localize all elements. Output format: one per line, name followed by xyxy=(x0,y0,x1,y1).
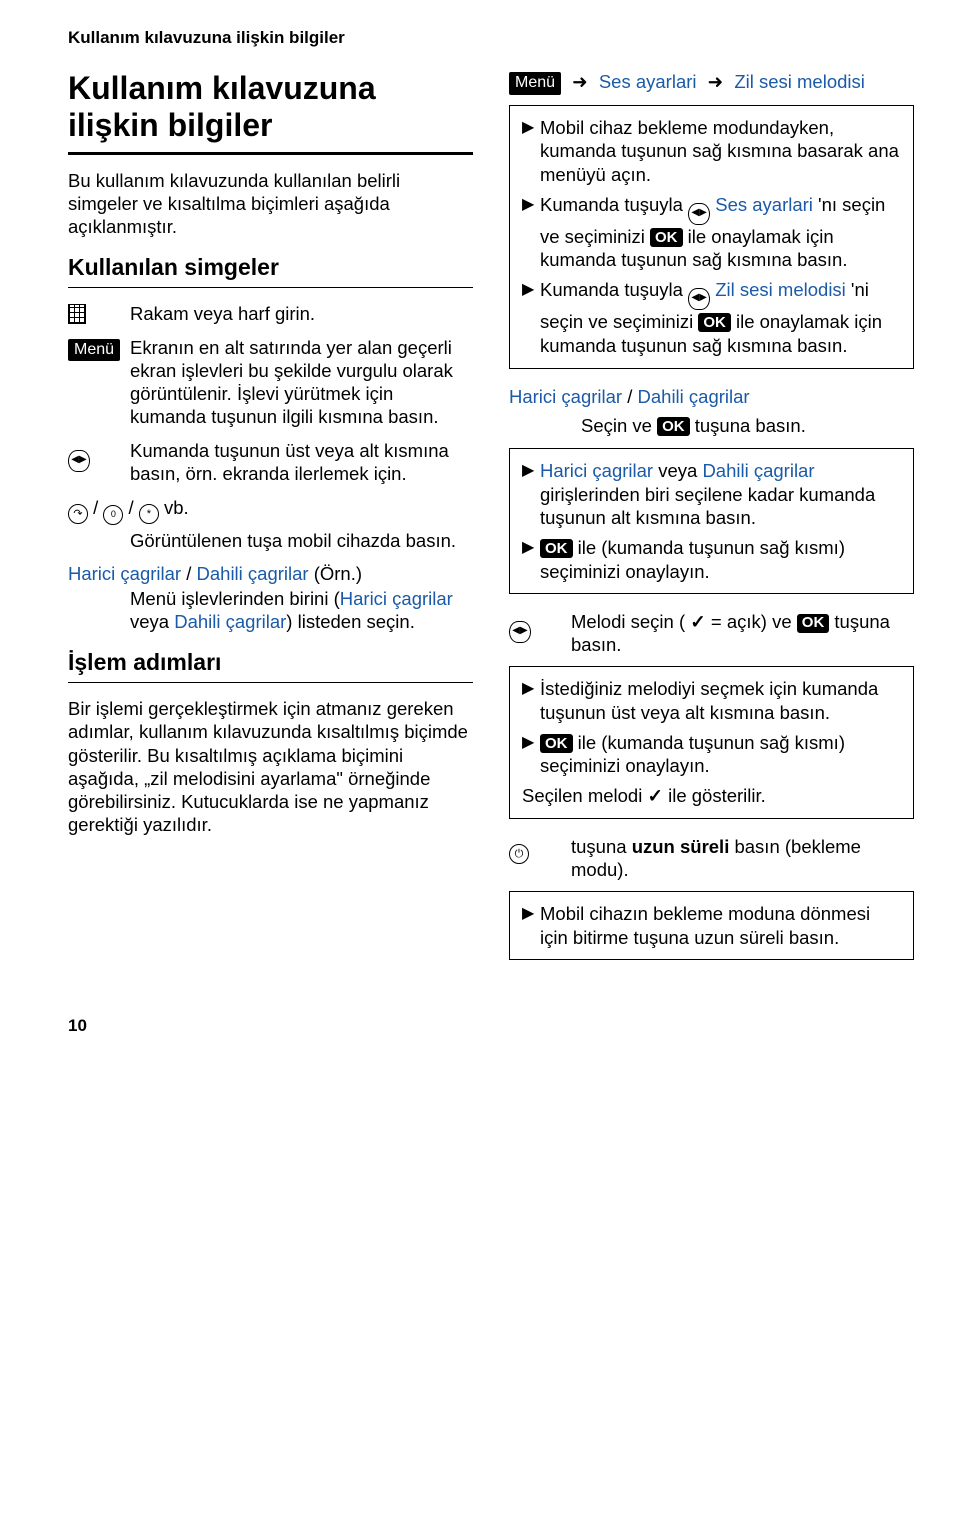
def-text: Kumanda tuşunun üst veya alt kısmına bas… xyxy=(130,439,473,485)
blue-term: Harici çagrilar xyxy=(68,563,181,584)
def-text: Görüntülenen tuşa mobil cihazda basın. xyxy=(130,529,473,552)
instruction-box: ▶ İstediğiniz melodiyi seçmek için kuman… xyxy=(509,666,914,818)
check-icon: ✓ xyxy=(690,611,706,632)
bullet-icon: ▶ xyxy=(522,278,540,300)
def-text: Rakam veya harf girin. xyxy=(130,302,473,325)
bullet-icon: ▶ xyxy=(522,193,540,215)
bullet-icon: ▶ xyxy=(522,536,540,558)
box-text: Kumanda tuşuyla ◀▶ Zil sesi melodisi 'ni… xyxy=(540,278,901,357)
keys-icons: ↷ / 0 / * vb. xyxy=(68,495,197,525)
arrow-icon: ➜ xyxy=(572,70,588,94)
def-row: Menü işlevlerinden birini (Harici çagril… xyxy=(68,587,473,633)
two-column-layout: Kullanım kılavuzuna ilişkin bilgiler Bu … xyxy=(68,70,914,976)
navkey-icon: ◀▶ xyxy=(509,610,571,643)
box-text: Harici çagrilar veya Dahili çagrilar gir… xyxy=(540,459,901,530)
menu-tag-icon: Menü xyxy=(68,336,130,361)
nav-segment: Ses ayarlari xyxy=(599,71,697,92)
def-row: Görüntülenen tuşa mobil cihazda basın. xyxy=(68,529,473,552)
navkey-icon: ◀▶ xyxy=(68,439,130,472)
numpad-icon xyxy=(68,302,130,326)
nav-segment: Zil sesi melodisi xyxy=(734,71,865,92)
nav-path: Menü ➜ Ses ayarlari ➜ Zil sesi melodisi xyxy=(509,70,914,95)
box-text: Kumanda tuşuyla ◀▶ Ses ayarlari 'nı seçi… xyxy=(540,193,901,272)
menu-tag: Menü xyxy=(509,72,561,95)
info-line-indent: Seçin ve OK tuşuna basın. xyxy=(581,414,914,438)
box-text: İstediğiniz melodiyi seçmek için kumanda… xyxy=(540,677,901,724)
ok-tag: OK xyxy=(540,734,573,753)
check-icon: ✓ xyxy=(647,785,663,806)
navkey-icon: ◀▶ xyxy=(688,288,710,310)
bullet-icon: ▶ xyxy=(522,677,540,699)
bullet-icon: ▶ xyxy=(522,731,540,753)
sub-rule xyxy=(68,682,473,683)
ok-tag: OK xyxy=(650,228,683,247)
def-row: ↷ / 0 / * vb. xyxy=(68,495,473,525)
info-line: Harici çagrilar / Dahili çagrilar xyxy=(509,385,914,409)
box-item: ▶ Harici çagrilar veya Dahili çagrilar g… xyxy=(522,459,901,530)
spacer-icon xyxy=(68,587,130,588)
left-column: Kullanım kılavuzuna ilişkin bilgiler Bu … xyxy=(68,70,473,976)
def-row-example: Harici çagrilar / Dahili çagrilar (Örn.) xyxy=(68,562,473,585)
bullet-icon: ▶ xyxy=(522,116,540,138)
def-text: Menü işlevlerinden birini (Harici çagril… xyxy=(130,587,473,633)
box-tail: Seçilen melodi ✓ ile gösterilir. xyxy=(522,784,901,808)
arrow-icon: ➜ xyxy=(708,70,724,94)
instruction-box: ▶ Mobil cihaz bekleme modundayken, kuman… xyxy=(509,105,914,369)
endkey-line: ⏻ tuşuna uzun süreli basın (bekleme modu… xyxy=(509,835,914,881)
page-header: Kullanım kılavuzuna ilişkin bilgiler xyxy=(68,28,914,48)
sub-rule xyxy=(68,287,473,288)
spacer-icon xyxy=(68,529,130,530)
box-item: ▶ Mobil cihazın bekleme moduna dönmesi i… xyxy=(522,902,901,949)
ok-tag: OK xyxy=(797,614,830,633)
def-row: Rakam veya harf girin. xyxy=(68,302,473,326)
symbols-heading: Kullanılan simgeler xyxy=(68,254,473,281)
bullet-icon: ▶ xyxy=(522,902,540,924)
main-heading: Kullanım kılavuzuna ilişkin bilgiler xyxy=(68,70,473,144)
def-row: ◀▶ Kumanda tuşunun üst veya alt kısmına … xyxy=(68,439,473,485)
def-text: tuşuna uzun süreli basın (bekleme modu). xyxy=(571,835,914,881)
right-column: Menü ➜ Ses ayarlari ➜ Zil sesi melodisi … xyxy=(509,70,914,976)
page-number: 10 xyxy=(68,1016,914,1036)
def-text: Melodi seçin ( ✓ = açık) ve OK tuşuna ba… xyxy=(571,610,914,656)
box-item: ▶ OK ile (kumanda tuşunun sağ kısmı) seç… xyxy=(522,536,901,583)
def-text: Ekranın en alt satırında yer alan geçerl… xyxy=(130,336,473,429)
box-item: ▶ Kumanda tuşuyla ◀▶ Zil sesi melodisi '… xyxy=(522,278,901,357)
box-item: ▶ Mobil cihaz bekleme modundayken, kuman… xyxy=(522,116,901,187)
navkey-icon: ◀▶ xyxy=(688,203,710,225)
ok-tag: OK xyxy=(657,417,690,436)
box-item: ▶ Kumanda tuşuyla ◀▶ Ses ayarlari 'nı se… xyxy=(522,193,901,272)
instruction-box: ▶ Mobil cihazın bekleme moduna dönmesi i… xyxy=(509,891,914,960)
intro-paragraph: Bu kullanım kılavuzunda kullanılan belir… xyxy=(68,169,473,238)
bullet-icon: ▶ xyxy=(522,459,540,481)
box-item: ▶ OK ile (kumanda tuşunun sağ kısmı) seç… xyxy=(522,731,901,778)
page: Kullanım kılavuzuna ilişkin bilgiler Kul… xyxy=(0,0,960,1076)
box-text: OK ile (kumanda tuşunun sağ kısmı) seçim… xyxy=(540,731,901,778)
ok-tag: OK xyxy=(540,539,573,558)
steps-heading: İşlem adımları xyxy=(68,649,473,676)
melody-line: ◀▶ Melodi seçin ( ✓ = açık) ve OK tuşuna… xyxy=(509,610,914,656)
ok-tag: OK xyxy=(698,313,731,332)
instruction-box: ▶ Harici çagrilar veya Dahili çagrilar g… xyxy=(509,448,914,594)
def-text: Harici çagrilar / Dahili çagrilar (Örn.) xyxy=(68,562,473,585)
endcall-icon: ⏻ xyxy=(509,835,571,864)
def-row: Menü Ekranın en alt satırında yer alan g… xyxy=(68,336,473,429)
keys-vb: vb. xyxy=(164,497,189,518)
heading-rule xyxy=(68,152,473,155)
blue-term: Dahili çagrilar xyxy=(197,563,309,584)
box-item: ▶ İstediğiniz melodiyi seçmek için kuman… xyxy=(522,677,901,724)
box-text: Mobil cihaz bekleme modundayken, kumanda… xyxy=(540,116,901,187)
steps-paragraph: Bir işlemi gerçekleştirmek için atmanız … xyxy=(68,697,473,836)
box-text: OK ile (kumanda tuşunun sağ kısmı) seçim… xyxy=(540,536,901,583)
box-text: Mobil cihazın bekleme moduna dönmesi içi… xyxy=(540,902,901,949)
box-text: Seçilen melodi ✓ ile gösterilir. xyxy=(522,784,901,808)
